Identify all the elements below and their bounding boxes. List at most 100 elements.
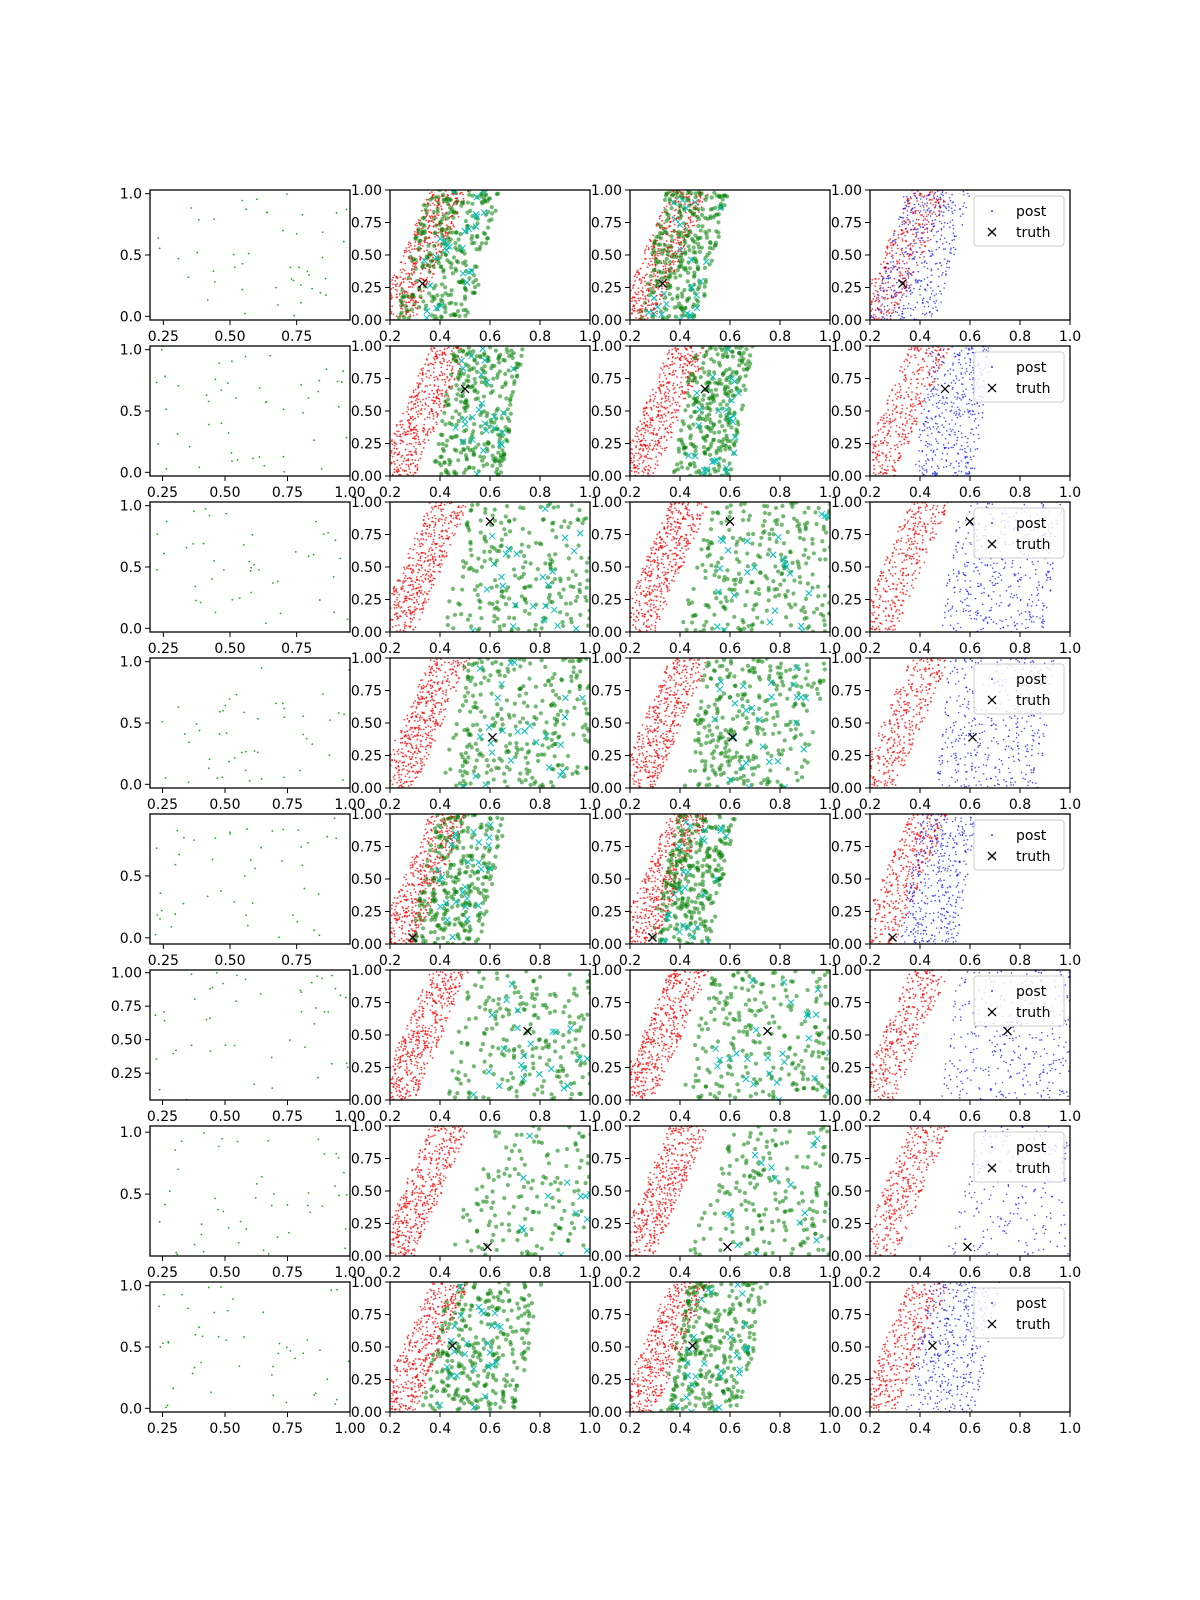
green-sample	[682, 313, 687, 318]
red-sample	[441, 212, 444, 215]
cyan-marker	[433, 304, 440, 312]
red-sample	[930, 367, 933, 369]
post-point	[963, 202, 966, 204]
red-sample	[407, 286, 410, 288]
cyan-marker	[469, 436, 476, 444]
red-sample	[696, 360, 699, 362]
red-sample	[893, 459, 895, 462]
red-sample	[920, 214, 922, 217]
red-sample	[671, 363, 674, 366]
red-sample	[696, 365, 699, 368]
red-sample	[388, 474, 390, 476]
green-sample	[443, 227, 448, 232]
post-point	[943, 426, 945, 429]
red-sample	[674, 238, 676, 241]
cyan-marker	[696, 406, 703, 413]
green-sample	[699, 410, 705, 415]
post-point	[953, 253, 955, 256]
green-sample	[710, 206, 715, 211]
post-point	[894, 241, 897, 243]
red-sample	[701, 347, 704, 350]
observation-point	[320, 467, 323, 470]
legend-truth-marker	[987, 227, 997, 237]
post-point	[916, 280, 919, 283]
green-sample	[693, 195, 698, 200]
green-sample	[667, 291, 672, 297]
red-sample	[884, 425, 886, 428]
red-sample	[422, 289, 425, 292]
red-sample	[414, 426, 416, 429]
cyan-marker	[459, 244, 466, 252]
green-sample	[675, 195, 680, 200]
green-sample	[467, 368, 472, 373]
green-sample	[662, 197, 668, 203]
red-sample	[938, 349, 941, 351]
post-point	[948, 266, 950, 269]
red-sample	[892, 469, 894, 471]
green-sample	[472, 358, 477, 363]
green-sample	[708, 420, 714, 425]
red-sample	[400, 419, 403, 422]
red-sample	[689, 354, 692, 357]
green-sample	[454, 229, 459, 235]
red-sample	[432, 396, 435, 399]
green-sample	[445, 216, 450, 221]
red-sample	[904, 417, 907, 420]
post-point	[911, 258, 914, 260]
red-sample	[888, 422, 891, 425]
red-sample	[921, 400, 924, 403]
red-sample	[460, 356, 463, 359]
red-sample	[911, 391, 913, 393]
red-sample	[437, 228, 440, 231]
red-sample	[434, 399, 436, 402]
red-sample	[433, 376, 435, 379]
green-sample	[465, 445, 470, 450]
red-sample	[634, 466, 637, 469]
red-sample	[906, 359, 909, 362]
red-sample	[398, 285, 401, 288]
red-sample	[929, 202, 932, 205]
green-sample	[457, 244, 462, 249]
red-sample	[415, 399, 417, 402]
y-tick-label: 0.00	[831, 313, 862, 329]
red-sample	[893, 444, 896, 447]
red-sample	[903, 255, 906, 258]
red-sample	[417, 443, 420, 446]
red-sample	[655, 391, 657, 394]
red-sample	[866, 467, 868, 469]
green-sample	[729, 425, 734, 430]
observation-point	[321, 231, 324, 234]
green-sample	[476, 442, 481, 447]
red-sample	[624, 308, 626, 310]
observation-point	[283, 470, 286, 473]
green-sample	[518, 362, 523, 367]
red-sample	[893, 469, 896, 472]
red-sample	[450, 222, 453, 225]
green-sample	[427, 250, 432, 256]
red-sample	[675, 403, 678, 406]
x-tick-label: 0.2	[859, 485, 881, 501]
green-sample	[693, 448, 698, 454]
red-sample	[457, 215, 460, 218]
red-sample	[895, 238, 897, 241]
green-sample	[451, 210, 457, 215]
red-sample	[417, 249, 420, 252]
red-sample	[437, 404, 440, 407]
post-point	[919, 226, 922, 228]
green-sample	[440, 446, 446, 452]
red-sample	[662, 384, 665, 387]
post-point	[904, 234, 906, 237]
post-point	[922, 467, 924, 470]
post-point	[922, 196, 925, 198]
red-sample	[931, 199, 933, 201]
red-sample	[419, 255, 421, 258]
post-point	[898, 314, 900, 317]
post-point	[929, 296, 932, 299]
red-sample	[909, 427, 912, 430]
post-point	[934, 454, 937, 456]
post-point	[958, 352, 961, 354]
red-sample	[881, 467, 883, 470]
green-sample	[498, 463, 503, 468]
green-sample	[669, 234, 674, 239]
green-sample	[685, 403, 691, 408]
